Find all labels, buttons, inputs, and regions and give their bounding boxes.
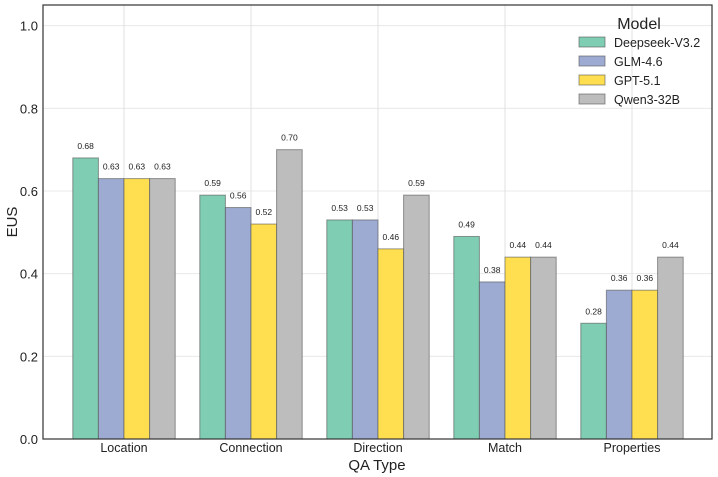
bar-deepseek-v3-2 (580, 322, 607, 440)
data-label: 0.63 (103, 162, 120, 172)
bars: 0.68 0.59 0.53 0.49 0.28 0.63 0.56 0.53 0.38 0.36… (72, 133, 684, 440)
plot-frame (42, 4, 713, 440)
bar-qwen3-32b (530, 256, 557, 440)
data-label: 0.46 (383, 232, 400, 242)
x-tick-label: Direction (353, 441, 402, 455)
legend-label: GLM-4.6 (614, 55, 663, 69)
legend: Model Deepseek-V3.2 GLM-4.6 GPT-5.1 Qwen3-32… (578, 16, 700, 107)
y-tick-label: 0.2 (20, 349, 38, 364)
bar-deepseek-v3-2 (453, 235, 480, 440)
bar-glm-4-6 (478, 281, 506, 440)
data-label: 0.52 (256, 207, 273, 217)
data-label: 0.68 (77, 141, 94, 151)
data-label: 0.38 (484, 265, 501, 275)
y-tick-label: 0.8 (20, 101, 38, 116)
y-tick-label: 0.4 (20, 267, 38, 282)
bar-glm-4-6 (224, 207, 252, 440)
data-label: 0.36 (611, 273, 628, 283)
bar-deepseek-v3-2 (326, 219, 353, 440)
x-tick-label: Properties (604, 441, 661, 455)
data-label: 0.53 (357, 203, 374, 213)
legend-label: Deepseek-V3.2 (614, 36, 700, 50)
x-tick-label: Connection (219, 441, 282, 455)
axes: 0.0 0.2 0.4 0.6 0.8 1.0 Location Connection Dire… (20, 19, 661, 455)
x-tick-label: Match (488, 441, 522, 455)
data-label: 0.59 (204, 178, 221, 188)
bar-gpt-5-1 (377, 248, 405, 440)
bar-qwen3-32b (149, 178, 176, 440)
legend-swatch (578, 74, 606, 86)
y-tick-label: 0.0 (20, 432, 38, 447)
data-label: 0.70 (281, 133, 298, 143)
data-label: 0.63 (129, 162, 146, 172)
bar-glm-4-6 (605, 289, 633, 440)
bar-deepseek-v3-2 (72, 157, 99, 440)
bar-gpt-5-1 (504, 256, 532, 440)
bar-qwen3-32b (657, 256, 684, 440)
data-label: 0.44 (510, 240, 527, 250)
bar-deepseek-v3-2 (199, 194, 226, 440)
bar-gpt-5-1 (123, 178, 151, 440)
legend-swatch (578, 36, 606, 48)
x-tick-label: Location (100, 441, 147, 455)
bar-gpt-5-1 (250, 223, 278, 440)
x-axis-label: QA Type (348, 457, 405, 474)
legend-label: GPT-5.1 (614, 74, 661, 88)
y-tick-label: 1.0 (20, 19, 38, 34)
bar-glm-4-6 (97, 178, 125, 440)
bar-gpt-5-1 (631, 289, 659, 440)
data-label: 0.63 (154, 162, 171, 172)
data-label: 0.44 (662, 240, 679, 250)
data-label: 0.53 (331, 203, 348, 213)
data-label: 0.59 (408, 178, 425, 188)
bar-qwen3-32b (403, 194, 430, 440)
data-label: 0.44 (535, 240, 552, 250)
legend-swatch (578, 55, 606, 67)
y-axis-label: EUS (4, 207, 21, 238)
y-tick-label: 0.6 (20, 184, 38, 199)
bar-qwen3-32b (276, 149, 303, 440)
bar-glm-4-6 (351, 219, 379, 440)
legend-label: Qwen3-32B (614, 93, 680, 107)
data-label: 0.49 (458, 219, 475, 229)
legend-title: Model (617, 16, 661, 33)
data-label: 0.56 (230, 191, 247, 201)
data-label: 0.36 (637, 273, 654, 283)
legend-swatch (578, 93, 606, 105)
data-label: 0.28 (585, 306, 602, 316)
